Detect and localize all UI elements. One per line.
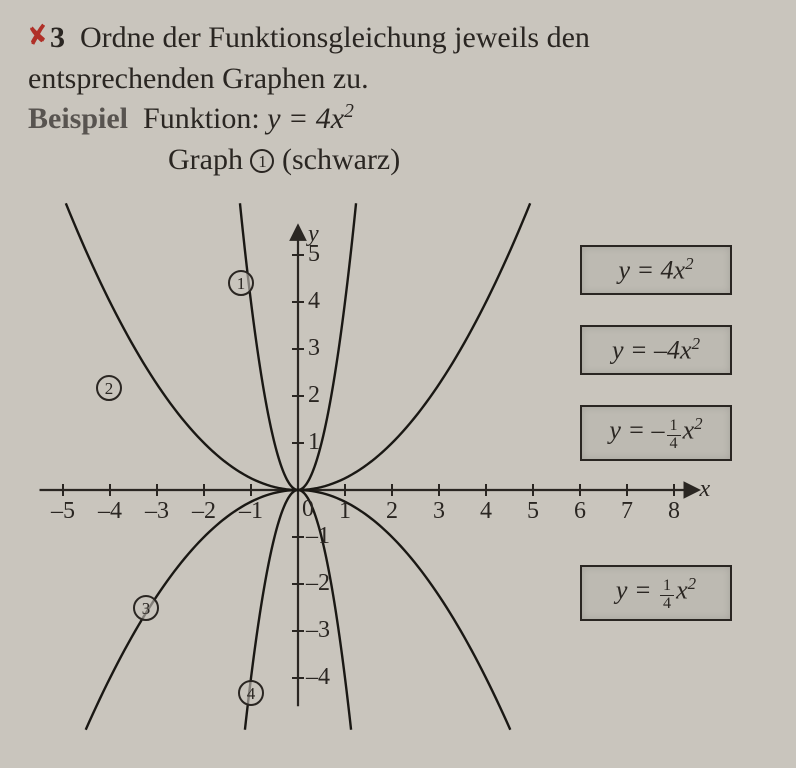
problem-line1: Ordne der Funktionsgleichung jeweils den [80,21,590,54]
eq-y: y [267,102,280,135]
graph-word: Graph [168,143,243,176]
equation-box-4: y = 14x2 [580,565,732,621]
y-tick-label: 1 [308,429,320,456]
y-tick-label: 5 [308,241,320,268]
eq-exp: 2 [344,101,354,122]
x-tick-label: –3 [137,498,177,525]
x-tick-label: –5 [43,498,83,525]
x-tick-label: –2 [184,498,224,525]
y-tick-label: –3 [306,617,330,644]
x-tick-label: –1 [231,498,271,525]
curve-label-4: 4 [238,680,264,706]
x-tick-label: 2 [372,498,412,525]
x-tick-label: 4 [466,498,506,525]
x-tick-label: 7 [607,498,647,525]
equation-box-3: y = –14x2 [580,405,732,461]
eq-x: x [331,102,344,135]
origin-label: 0 [302,496,314,523]
beispiel-label: Beispiel [28,102,128,135]
graph-color: (schwarz) [282,143,400,176]
curve-label-3: 3 [133,595,159,621]
beispiel-func-prefix: Funktion: [143,102,260,135]
y-tick-label: 4 [308,288,320,315]
y-tick-label: –4 [306,664,330,691]
curve-label-1: 1 [228,270,254,296]
equation-box-2: y = –4x2 [580,325,732,375]
x-tick-label: 6 [560,498,600,525]
equation-box-1: y = 4x2 [580,245,732,295]
y-tick-label: –1 [306,523,330,550]
x-tick-label: 8 [654,498,694,525]
problem-line2: entsprechenden Graphen zu. [28,59,768,100]
beispiel-equation: y = 4x2 [267,102,354,135]
chart-figure: yx–5–4–3–2–112345678012345–1–2–3–41234y … [28,190,768,750]
y-tick-label: 2 [308,382,320,409]
x-tick-label: 1 [325,498,365,525]
x-axis-label: x [700,476,711,503]
curve-label-2: 2 [96,375,122,401]
x-tick-label: –4 [90,498,130,525]
y-tick-label: 3 [308,335,320,362]
circled-1-inline: 1 [250,149,274,173]
x-tick-label: 5 [513,498,553,525]
x-tick-label: 3 [419,498,459,525]
eq-coef: = 4 [281,102,331,135]
problem-statement: 3 Ordne der Funktionsgleichung jeweils d… [28,18,768,180]
y-tick-label: –2 [306,570,330,597]
